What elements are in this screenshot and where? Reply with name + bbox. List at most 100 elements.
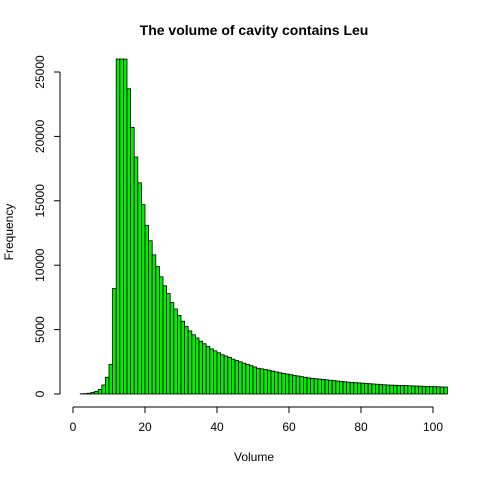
histogram-bar (162, 285, 167, 395)
x-tick-label: 60 (282, 420, 296, 434)
histogram-bar (270, 370, 275, 395)
histogram-bar (212, 350, 218, 395)
histogram-bar (403, 385, 409, 395)
histogram-bar (169, 302, 175, 395)
histogram-bar (209, 348, 214, 395)
histogram-bar (367, 383, 373, 395)
histogram-bar (266, 369, 272, 395)
histogram-bar (176, 315, 182, 395)
histogram-bar (97, 389, 103, 395)
x-tick-label: 100 (423, 420, 443, 434)
histogram-bar (324, 379, 329, 395)
histogram-bar (385, 384, 391, 395)
histogram-bar (202, 343, 207, 395)
histogram-bar (173, 308, 178, 395)
chart-title: The volume of cavity contains Leu (140, 22, 369, 38)
histogram-bar (234, 360, 239, 395)
histogram-bar (252, 366, 257, 395)
histogram-bar (328, 379, 333, 395)
histogram-bar (263, 369, 268, 395)
histogram-bar (288, 374, 293, 395)
histogram-bar (310, 377, 315, 395)
x-tick-label: 40 (210, 420, 224, 434)
histogram-bar (115, 58, 121, 395)
histogram-bar (346, 381, 351, 395)
histogram-bar (335, 380, 340, 395)
histogram-bar (241, 362, 247, 395)
histogram-bar (230, 358, 236, 395)
histogram-bar (123, 58, 128, 395)
histogram-bar (101, 384, 106, 395)
histogram-bar (320, 379, 326, 395)
bars-group (79, 58, 448, 395)
histogram-bar (205, 345, 211, 395)
histogram-bar (382, 384, 387, 395)
histogram-bar (295, 375, 301, 395)
y-tick-label: 0 (33, 390, 47, 397)
histogram-bar (198, 340, 203, 395)
histogram-bar (105, 376, 110, 395)
histogram-bar (238, 361, 243, 395)
histogram-bar (432, 386, 437, 395)
histogram-bar (364, 383, 369, 395)
histogram-bar (374, 383, 380, 395)
histogram-bar (227, 356, 232, 395)
histogram-bar (342, 381, 347, 395)
x-tick-label: 0 (70, 420, 77, 434)
histogram-bar (284, 373, 290, 395)
histogram-bar (130, 126, 135, 395)
histogram-bar (378, 384, 383, 395)
histogram-bar (248, 365, 254, 395)
y-tick-label: 10000 (33, 248, 47, 282)
histogram-bar (216, 352, 221, 395)
histogram-bar (414, 385, 419, 395)
x-tick-label: 20 (138, 420, 152, 434)
histogram-bar (155, 266, 160, 395)
histogram-bar (317, 378, 322, 395)
histogram-bar (392, 384, 398, 395)
y-tick-label: 15000 (33, 184, 47, 218)
histogram-bar (425, 386, 430, 395)
histogram-bar (418, 385, 423, 395)
histogram-bar (140, 204, 146, 395)
histogram-bar (245, 363, 250, 395)
histogram-bar (371, 383, 376, 395)
y-axis-label: Frequency (2, 204, 16, 261)
y-tick-label: 20000 (33, 119, 47, 153)
histogram-bar (389, 384, 394, 395)
histogram-bar (180, 320, 185, 395)
y-tick-label: 5000 (33, 316, 47, 343)
histogram-bar (349, 382, 355, 395)
histogram-bar (421, 385, 427, 395)
histogram-bar (191, 334, 196, 395)
histogram-bar (428, 386, 434, 395)
histogram-bar (331, 380, 337, 395)
histogram-bar (166, 293, 171, 395)
histogram-bar (126, 88, 131, 395)
histogram-bar (94, 391, 99, 395)
histogram-bar (187, 330, 193, 395)
x-tick-label: 80 (354, 420, 368, 434)
histogram-bar (151, 254, 157, 395)
histogram-bar (277, 372, 283, 395)
histogram-bar (148, 240, 153, 395)
histogram-bar (356, 382, 362, 395)
x-axis: 0 20 40 60 80 100 (70, 406, 443, 434)
histogram-bar (158, 276, 164, 395)
histogram-bar (338, 380, 344, 395)
histogram-bar (360, 382, 365, 395)
y-axis: 0 5000 10000 15000 20000 25000 (33, 55, 61, 397)
histogram-bar (292, 374, 297, 395)
histogram-bar (353, 382, 358, 395)
histogram-bar (184, 325, 189, 395)
histogram-bar (259, 368, 265, 395)
histogram-bar (119, 58, 124, 395)
histogram-bar (407, 385, 412, 395)
histogram-bar (281, 372, 286, 395)
histogram-bar (133, 156, 139, 395)
histogram-bar (396, 384, 401, 395)
histogram-bar (144, 224, 149, 395)
histogram-bar (112, 287, 117, 395)
histogram-bar (302, 376, 308, 395)
